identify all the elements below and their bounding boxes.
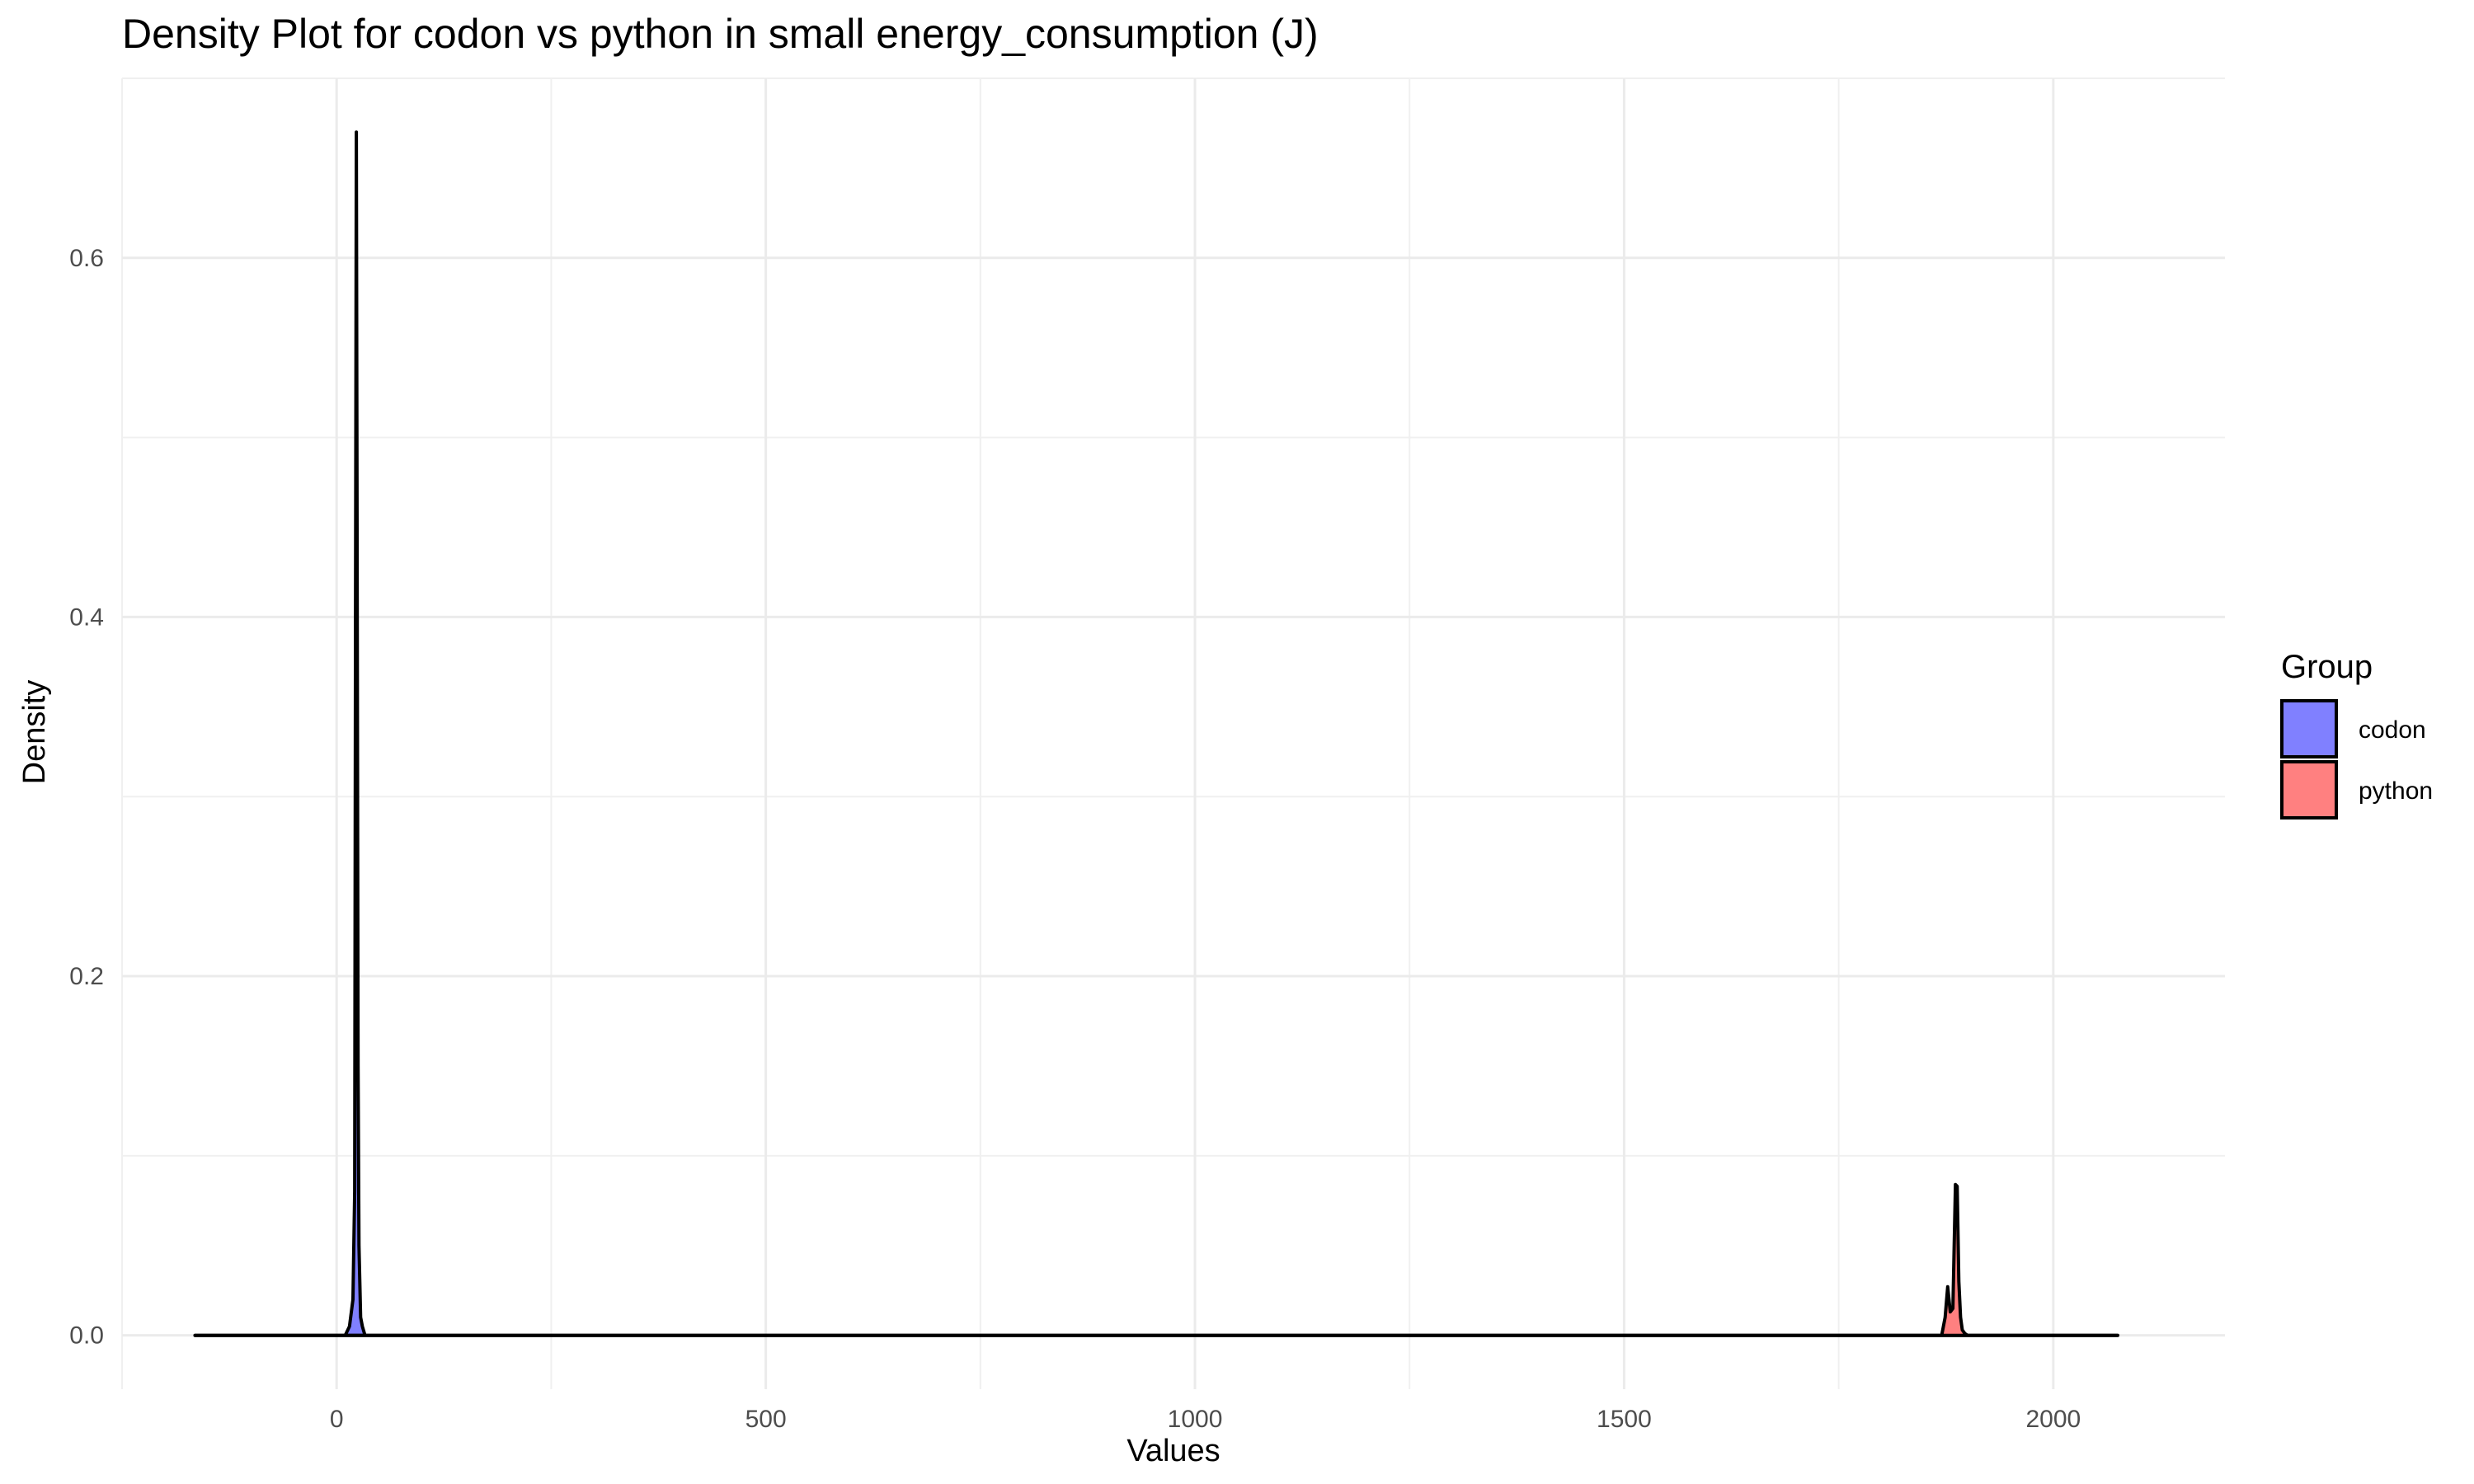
y-tick-label: 0.2 — [69, 963, 104, 990]
tick-labels: 0 500 1000 1500 2000 0.0 0.2 0.4 0.6 — [69, 245, 2081, 1433]
grid-minor — [121, 77, 2225, 1389]
legend-swatch-python — [2280, 760, 2338, 819]
y-tick-label: 0.6 — [69, 245, 104, 272]
x-tick-label: 1000 — [1168, 1406, 1223, 1433]
x-tick-label: 500 — [745, 1406, 787, 1433]
y-tick-label: 0.4 — [69, 603, 104, 631]
density-area-python — [193, 1182, 2119, 1337]
grid-major — [122, 78, 2225, 1389]
x-tick-label: 1500 — [1597, 1406, 1652, 1433]
chart-title: Density Plot for codon vs python in smal… — [122, 11, 1319, 57]
series-layer — [193, 130, 2119, 1337]
x-tick-label: 0 — [330, 1406, 344, 1433]
density-area-codon — [193, 130, 2119, 1337]
legend-label-codon: codon — [2359, 716, 2426, 744]
legend-title: Group — [2281, 649, 2373, 685]
x-tick-label: 2000 — [2025, 1406, 2081, 1433]
y-tick-label: 0.0 — [69, 1322, 104, 1350]
legend-swatch-codon — [2280, 699, 2338, 758]
y-axis-title: Density — [17, 680, 52, 785]
legend: Group codon python — [2280, 649, 2433, 819]
x-axis-title: Values — [1126, 1434, 1220, 1468]
legend-label-python: python — [2359, 777, 2433, 805]
